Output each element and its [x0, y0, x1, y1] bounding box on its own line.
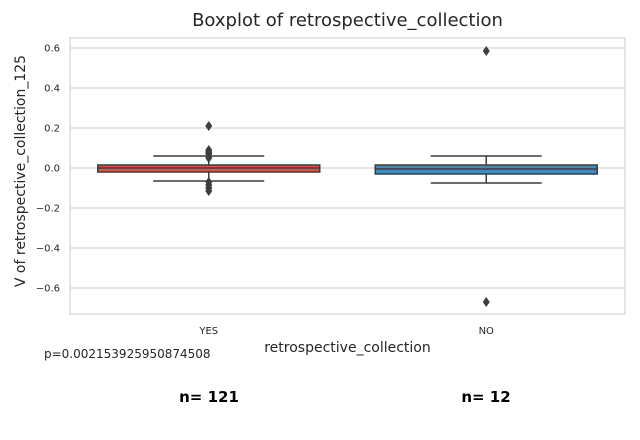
x-axis-label: retrospective_collection	[264, 340, 431, 356]
y-tick-label: 0.4	[44, 84, 60, 95]
x-tick-label: NO	[479, 326, 494, 337]
outlier-point	[205, 186, 213, 196]
y-axis-label: V of retrospective_collection_125	[13, 54, 29, 288]
y-tick-label: −0.2	[36, 204, 60, 215]
box-no	[374, 46, 598, 307]
y-tick-label: 0.2	[44, 124, 60, 135]
y-tick-label: 0.0	[44, 164, 60, 175]
count-label-no: n= 12	[461, 388, 511, 406]
outlier-point	[205, 121, 213, 131]
y-tick-label: −0.4	[36, 244, 60, 255]
outlier-point	[205, 153, 213, 163]
outlier-point	[482, 297, 490, 307]
x-tick-label: YES	[198, 326, 218, 337]
chart-title: Boxplot of retrospective_collection	[192, 10, 503, 31]
p-value-annotation: p=0.002153925950874508	[44, 347, 211, 361]
count-label-yes: n= 121	[179, 388, 239, 406]
box-yes	[97, 121, 321, 196]
y-tick-label: −0.6	[36, 284, 60, 295]
y-tick-label: 0.6	[44, 44, 60, 55]
outlier-point	[482, 46, 490, 56]
plot-area-frame	[69, 37, 626, 315]
